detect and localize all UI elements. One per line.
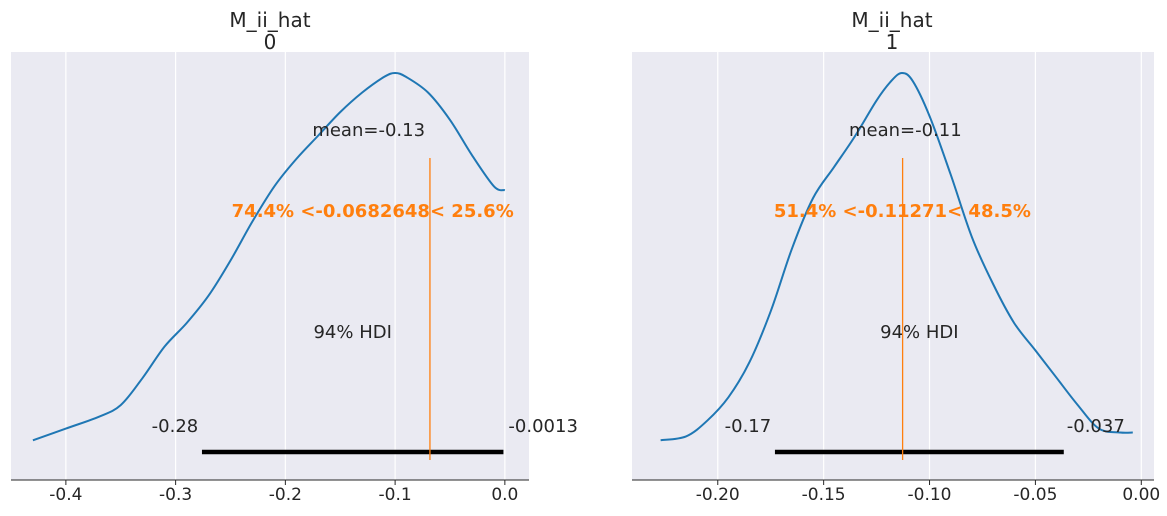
mean-label: mean=-0.11: [849, 120, 962, 141]
density-curve: [32, 71, 506, 442]
mean-label: mean=-0.13: [312, 120, 425, 141]
hdi-label: 94% HDI: [880, 322, 958, 343]
ref-label: 74.4% <-0.0682648< 25.6%: [232, 201, 514, 222]
x-tick-label: -0.10: [908, 485, 952, 505]
hdi-low-label: -0.17: [725, 416, 772, 437]
x-tick-label: -0.20: [696, 485, 740, 505]
chart-subtitle: 0: [264, 30, 277, 54]
hdi-high-label: -0.037: [1067, 416, 1125, 437]
x-tick-label: -0.2: [269, 485, 302, 505]
plot-area: [11, 52, 529, 480]
x-tick-label: -0.15: [802, 485, 846, 505]
hdi-high-label: -0.0013: [508, 416, 577, 437]
x-tick-label: -0.3: [159, 485, 192, 505]
chart-title: M_ii_hat: [851, 8, 932, 32]
density-curve: [660, 71, 1133, 442]
hdi-low-label: -0.28: [152, 416, 199, 437]
x-tick-label: 0.00: [1122, 485, 1160, 505]
hdi-label: 94% HDI: [313, 322, 391, 343]
x-tick-label: -0.1: [379, 485, 412, 505]
x-tick-label: -0.4: [49, 485, 82, 505]
ref-label: 51.4% <-0.11271< 48.5%: [774, 201, 1031, 222]
x-tick-label: 0.0: [491, 485, 518, 505]
x-tick-label: -0.05: [1013, 485, 1057, 505]
chart-subtitle: 1: [886, 30, 899, 54]
chart-title: M_ii_hat: [229, 8, 310, 32]
